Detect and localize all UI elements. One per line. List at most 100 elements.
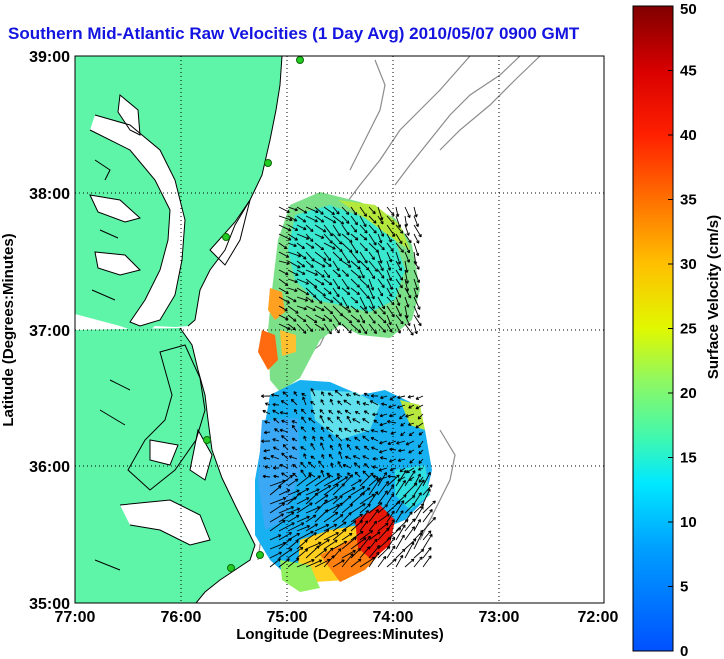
velocity-arrow bbox=[353, 429, 361, 433]
velocity-arrow bbox=[377, 215, 384, 225]
velocity-arrow bbox=[290, 398, 298, 406]
x-axis-ticks: 77:00 76:00 75:00 74:00 73:00 72:00 bbox=[55, 609, 619, 626]
velocity-arrow bbox=[269, 551, 282, 559]
velocity-arrow bbox=[378, 467, 388, 472]
velocity-arrow bbox=[332, 287, 340, 298]
velocity-arrow bbox=[413, 233, 420, 244]
velocity-arrow bbox=[323, 278, 333, 286]
velocity-arrow bbox=[300, 446, 307, 451]
velocity-arrow bbox=[377, 287, 384, 297]
velocity-arrow bbox=[296, 530, 314, 541]
velocity-arrow bbox=[404, 494, 416, 505]
velocity-arrow bbox=[354, 471, 361, 478]
velocity-arrow bbox=[332, 215, 345, 225]
velocity-arrow bbox=[292, 472, 298, 478]
station-marker[interactable] bbox=[296, 56, 304, 64]
velocity-arrow bbox=[413, 492, 422, 505]
velocity-arrow bbox=[350, 530, 364, 541]
velocity-arrow bbox=[287, 251, 302, 258]
velocity-arrow bbox=[287, 206, 298, 212]
velocity-arrow bbox=[332, 528, 347, 541]
station-marker[interactable] bbox=[256, 551, 264, 559]
velocity-arrow bbox=[305, 541, 322, 550]
velocity-arrow bbox=[323, 224, 333, 237]
velocity-arrow bbox=[332, 296, 343, 306]
velocity-arrow bbox=[377, 555, 387, 568]
station-marker[interactable] bbox=[203, 436, 211, 444]
velocity-arrow bbox=[330, 462, 334, 469]
velocity-arrow bbox=[413, 503, 425, 514]
velocity-arrow bbox=[377, 242, 385, 251]
velocity-arrow bbox=[413, 260, 420, 270]
colorbar-ticks: 0 5 10 15 20 25 30 35 40 45 50 bbox=[668, 1, 697, 659]
velocity-arrow bbox=[397, 395, 406, 400]
velocity-arrow bbox=[328, 434, 334, 442]
velocity-arrow bbox=[341, 487, 356, 496]
velocity-arrow bbox=[354, 436, 361, 442]
velocity-arrow bbox=[372, 412, 379, 417]
velocity-vectors bbox=[260, 206, 436, 568]
velocity-arrow bbox=[269, 502, 286, 514]
velocity-arrow bbox=[356, 400, 361, 406]
velocity-arrow bbox=[296, 269, 306, 275]
velocity-arrow bbox=[359, 535, 371, 550]
velocity-arrow bbox=[336, 473, 343, 478]
velocity-arrow bbox=[387, 474, 397, 479]
velocity-arrow bbox=[296, 287, 310, 296]
velocity-arrow bbox=[305, 523, 319, 532]
velocity-arrow bbox=[359, 503, 371, 514]
velocity-arrow bbox=[305, 488, 320, 496]
velocity-arrow bbox=[287, 233, 298, 241]
velocity-arrow bbox=[341, 251, 351, 264]
velocity-field bbox=[255, 192, 436, 592]
velocity-arrow bbox=[395, 469, 407, 487]
velocity-arrow bbox=[282, 391, 289, 397]
velocity-arrow bbox=[337, 461, 343, 469]
velocity-arrow bbox=[305, 269, 319, 276]
velocity-arrow bbox=[404, 314, 411, 327]
velocity-arrow bbox=[310, 442, 316, 451]
velocity-arrow bbox=[292, 463, 298, 469]
velocity-arrow bbox=[287, 539, 299, 550]
velocity-arrow bbox=[388, 404, 397, 409]
velocity-arrow bbox=[305, 215, 318, 223]
velocity-arrow bbox=[287, 260, 301, 269]
velocity-arrow bbox=[341, 206, 350, 215]
velocity-arrow bbox=[314, 296, 323, 304]
velocity-arrow bbox=[368, 545, 381, 559]
velocity-arrow bbox=[350, 224, 358, 233]
velocity-arrow bbox=[377, 536, 392, 550]
velocity-arrow bbox=[321, 453, 325, 460]
velocity-arrow bbox=[379, 413, 388, 418]
velocity-arrow bbox=[350, 251, 361, 264]
velocity-arrow bbox=[296, 260, 306, 268]
velocity-arrow bbox=[363, 410, 370, 415]
velocity-arrow bbox=[323, 305, 334, 315]
velocity-arrow bbox=[287, 224, 299, 231]
velocity-arrow bbox=[323, 476, 341, 487]
station-marker[interactable] bbox=[222, 233, 230, 241]
velocity-arrow bbox=[314, 233, 325, 239]
velocity-arrow bbox=[323, 206, 335, 215]
velocity-arrow bbox=[314, 314, 326, 321]
station-marker[interactable] bbox=[227, 564, 235, 572]
velocity-arrow bbox=[395, 500, 405, 514]
velocity-arrow bbox=[332, 540, 348, 550]
velocity-arrow bbox=[350, 513, 363, 523]
velocity-arrow bbox=[300, 426, 307, 433]
velocity-arrow bbox=[314, 499, 328, 514]
velocity-arrow bbox=[263, 430, 271, 435]
velocity-arrow bbox=[314, 242, 325, 251]
velocity-arrow bbox=[296, 215, 307, 223]
velocity-arrow bbox=[417, 467, 424, 471]
station-marker[interactable] bbox=[264, 159, 272, 167]
velocity-arrow bbox=[300, 469, 307, 478]
velocity-arrow bbox=[389, 395, 397, 401]
velocity-arrow bbox=[369, 400, 379, 406]
velocity-arrow bbox=[350, 233, 359, 241]
velocity-arrow bbox=[323, 323, 332, 335]
velocity-arrow bbox=[395, 269, 404, 281]
colorbar-tick-label: 35 bbox=[680, 192, 697, 209]
velocity-arrow bbox=[336, 416, 343, 424]
velocity-arrow bbox=[359, 296, 367, 310]
